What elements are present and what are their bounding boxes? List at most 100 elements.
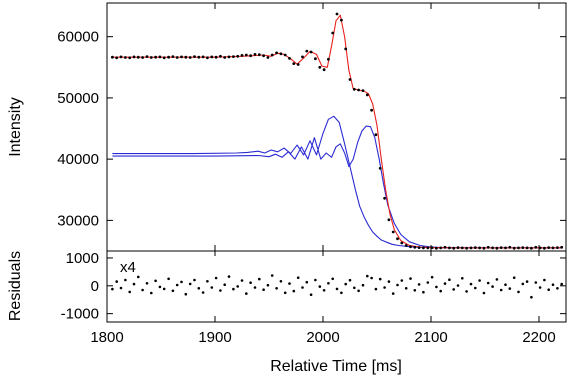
residual-point xyxy=(283,291,287,295)
data-point xyxy=(486,245,490,249)
residual-point xyxy=(560,282,563,286)
data-point xyxy=(227,55,231,59)
main-y-axis: 30000 40000 50000 60000 xyxy=(57,29,566,229)
residual-point xyxy=(223,283,226,287)
data-point xyxy=(288,57,291,60)
res-y-tick-label-0: -1000 xyxy=(61,306,99,323)
residual-point xyxy=(344,282,348,286)
data-point xyxy=(426,246,430,250)
residual-point xyxy=(538,286,542,289)
residual-point xyxy=(197,287,201,290)
residual-point xyxy=(491,285,494,288)
fit-line xyxy=(112,14,562,249)
data-point xyxy=(214,55,218,59)
data-point xyxy=(478,246,481,250)
data-point xyxy=(244,53,248,57)
residual-point xyxy=(400,279,404,282)
data-point xyxy=(504,246,507,250)
data-point xyxy=(180,55,183,59)
data-point xyxy=(236,54,240,58)
residual-point xyxy=(292,289,296,293)
data-point xyxy=(499,246,503,250)
residual-point xyxy=(461,277,464,280)
data-point xyxy=(314,57,317,61)
data-point xyxy=(344,47,348,51)
residual-point xyxy=(279,280,283,283)
data-point xyxy=(219,54,222,58)
residual-point xyxy=(262,288,265,292)
main-plot-frame xyxy=(106,2,567,252)
x-tick-label-0: 1800 xyxy=(90,329,123,346)
data-point xyxy=(279,52,283,56)
residual-point xyxy=(422,290,425,294)
residual-point xyxy=(137,275,140,279)
data-point xyxy=(167,55,171,59)
data-point xyxy=(512,246,516,250)
data-point xyxy=(543,246,546,250)
data-point xyxy=(327,57,330,61)
residual-point xyxy=(335,287,339,291)
residual-point xyxy=(486,281,490,285)
residual-point xyxy=(378,277,382,281)
residual-point xyxy=(512,276,516,280)
residual-point xyxy=(530,295,533,299)
residuals-scale-annotation: x4 xyxy=(120,259,136,276)
data-point xyxy=(465,246,468,250)
data-point xyxy=(556,246,559,250)
data-point xyxy=(149,56,153,59)
data-point xyxy=(193,55,196,58)
residual-point xyxy=(232,287,235,291)
main-y-tick-label-1: 40000 xyxy=(57,151,99,168)
residual-point xyxy=(314,278,317,282)
data-point xyxy=(448,246,451,250)
residual-point xyxy=(171,289,175,293)
residual-point xyxy=(188,282,192,286)
residual-point xyxy=(331,277,335,281)
data-point xyxy=(417,246,421,250)
data-point xyxy=(162,56,166,60)
data-point xyxy=(378,166,382,170)
residual-point xyxy=(115,280,118,283)
residual-point xyxy=(167,277,170,281)
data-point xyxy=(452,246,456,250)
data-point xyxy=(517,246,520,250)
data-point xyxy=(409,245,412,249)
data-point xyxy=(322,68,326,72)
residual-point xyxy=(435,285,438,289)
residual-point xyxy=(219,289,222,292)
data-point xyxy=(482,246,486,250)
residuals-plot-frame xyxy=(106,250,567,323)
data-point xyxy=(270,53,274,57)
data-point xyxy=(124,56,127,59)
residual-point xyxy=(366,274,369,278)
residual-point xyxy=(193,278,196,282)
data-point xyxy=(318,65,322,69)
residual-point xyxy=(448,278,451,282)
residual-point xyxy=(301,286,304,289)
data-point xyxy=(309,50,313,54)
data-point xyxy=(301,55,304,59)
data-point xyxy=(456,246,460,250)
data-point xyxy=(141,56,145,59)
data-point xyxy=(188,56,192,59)
data-point xyxy=(132,55,136,59)
data-point xyxy=(115,56,119,60)
data-point xyxy=(154,55,158,59)
data-point xyxy=(266,56,270,59)
residual-point xyxy=(474,286,477,290)
residual-point xyxy=(253,286,257,289)
residual-point xyxy=(495,278,499,281)
residual-point xyxy=(456,284,460,287)
data-point xyxy=(275,51,278,55)
residual-point xyxy=(439,289,443,293)
residual-point xyxy=(547,288,550,292)
data-point xyxy=(473,246,477,250)
residual-point xyxy=(184,292,188,296)
residual-point xyxy=(201,291,205,294)
data-point xyxy=(365,93,369,97)
residual-point xyxy=(353,286,356,290)
residual-point xyxy=(443,282,447,285)
residual-point xyxy=(357,289,360,293)
data-point xyxy=(119,55,123,59)
data-point xyxy=(240,54,244,57)
